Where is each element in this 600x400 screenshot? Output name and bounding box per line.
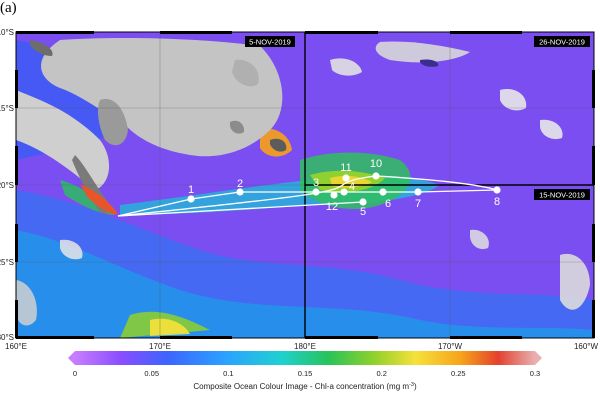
lon-label: 180°E — [294, 342, 316, 351]
svg-text:7: 7 — [415, 198, 421, 210]
stations: 1 2 3 4 5 6 7 — [187, 158, 501, 218]
svg-text:4: 4 — [349, 181, 355, 193]
lat-label: 30°S — [0, 333, 14, 342]
station-11: 11 — [340, 162, 352, 182]
lon-label: 170°W — [438, 342, 463, 351]
lat-label: 20°S — [0, 181, 14, 190]
station-10: 10 — [370, 158, 382, 180]
date-tag-left-text: 5-NOV-2019 — [249, 38, 291, 47]
panel-boundaries — [304, 32, 594, 338]
latitude-labels: 10°S 15°S 20°S 25°S 30°S — [0, 28, 14, 342]
lon-label: 160°W — [574, 342, 599, 351]
svg-text:12: 12 — [326, 201, 338, 213]
station-1: 1 — [187, 184, 195, 203]
colorbar-tick: 0.3 — [530, 369, 540, 378]
colorbar-tick: 0.2 — [376, 369, 386, 378]
colorbar-tick: 0.15 — [298, 369, 313, 378]
svg-text:3: 3 — [313, 177, 319, 189]
svg-text:1: 1 — [188, 184, 194, 196]
station-12: 12 — [326, 191, 338, 213]
date-tag-left: 5-NOV-2019 — [245, 36, 295, 47]
svg-text:8: 8 — [494, 196, 500, 208]
date-tag-right-bottom: 15-NOV-2019 — [534, 189, 590, 200]
svg-text:2: 2 — [237, 178, 243, 190]
map-frame — [15, 31, 595, 339]
station-5: 5 — [359, 198, 367, 218]
colorbar-tick: 0 — [73, 369, 77, 378]
station-2: 2 — [236, 178, 244, 196]
station-8: 8 — [493, 186, 501, 208]
station-6: 6 — [379, 188, 391, 210]
date-tag-right-bottom-text: 15-NOV-2019 — [539, 191, 585, 200]
cruise-track — [117, 175, 498, 217]
station-3: 3 — [312, 177, 320, 196]
lat-label: 15°S — [0, 104, 14, 113]
lon-label: 170°E — [149, 342, 171, 351]
longitude-labels: 160°E 170°E 180°E 170°W 160°W — [5, 342, 598, 351]
station-4: 4 — [340, 181, 355, 196]
colorbar-tick: 0.05 — [144, 369, 159, 378]
lat-label: 10°S — [0, 28, 14, 37]
colorbar-tick: 0.25 — [451, 369, 466, 378]
colorbar: 0 0.05 0.1 0.15 0.2 0.25 0.3 Composite O… — [68, 351, 542, 391]
date-tag-right-top: 26-NOV-2019 — [534, 36, 590, 47]
station-7: 7 — [414, 188, 422, 210]
svg-text:11: 11 — [340, 162, 351, 174]
svg-text:5: 5 — [360, 206, 366, 218]
svg-text:10: 10 — [370, 158, 382, 170]
lon-label: 160°E — [5, 342, 27, 351]
colorbar-ticks: 0 0.05 0.1 0.15 0.2 0.25 0.3 — [73, 369, 540, 378]
svg-text:6: 6 — [385, 198, 391, 210]
panel-label: (a) — [0, 0, 17, 16]
date-tag-right-top-text: 26-NOV-2019 — [539, 38, 585, 47]
colorbar-title: Composite Ocean Colour Image - Chl-a con… — [193, 382, 417, 391]
colorbar-tick: 0.1 — [223, 369, 233, 378]
lat-label: 25°S — [0, 258, 14, 267]
